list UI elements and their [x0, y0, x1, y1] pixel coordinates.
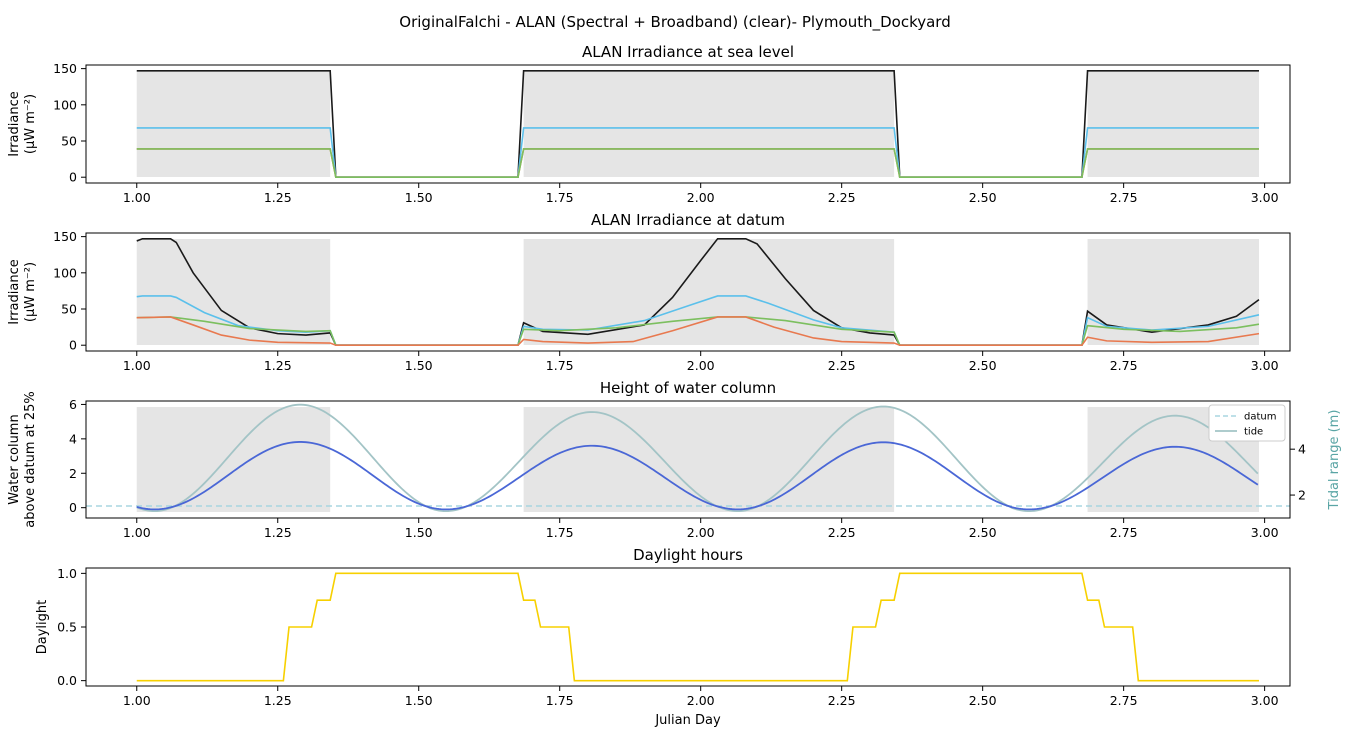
- x-tick-label: 2.50: [969, 525, 997, 540]
- x-tick-label: 2.00: [687, 358, 715, 373]
- tide-line: [136, 403, 1259, 513]
- x-tick-label: 1.50: [405, 358, 433, 373]
- right-y-tick-label: 4: [1298, 442, 1306, 457]
- shade-region: [136, 407, 331, 512]
- shade-region: [523, 407, 895, 512]
- x-tick-label: 2.25: [828, 693, 856, 708]
- panel-title: ALAN Irradiance at datum: [591, 211, 785, 229]
- x-tick-label: 1.50: [405, 693, 433, 708]
- x-tick-label: 2.75: [1110, 525, 1138, 540]
- legend-label-tide: tide: [1244, 427, 1263, 438]
- x-tick-label: 1.00: [123, 525, 151, 540]
- shade-region: [1087, 71, 1259, 177]
- y-tick-label: 2: [69, 466, 77, 481]
- series-line-blue: [136, 127, 1259, 179]
- y-tick-label: 1.0: [57, 566, 77, 581]
- y-tick-label: 4: [69, 431, 77, 446]
- x-tick-label: 1.00: [123, 693, 151, 708]
- x-tick-label: 3.00: [1251, 525, 1279, 540]
- x-tick-label: 1.50: [405, 525, 433, 540]
- shade-region: [523, 71, 895, 177]
- x-tick-label: 1.75: [546, 190, 574, 205]
- x-tick-label: 2.25: [828, 358, 856, 373]
- x-axis-label: Julian Day: [654, 713, 721, 728]
- x-tick-label: 2.75: [1110, 693, 1138, 708]
- y-tick-label: 0.5: [57, 620, 77, 635]
- y-axis-label-line1: Irradiance: [7, 259, 22, 324]
- x-tick-label: 2.75: [1110, 190, 1138, 205]
- panel-4: Daylight hours 1.00 1.25 1.50 1.75 2.00 2.25 2.…: [35, 546, 1291, 728]
- x-tick-label: 1.25: [264, 190, 292, 205]
- x-tick-label: 2.75: [1110, 358, 1138, 373]
- series-line-green: [136, 148, 1259, 179]
- y-axis-label-line2: above datum at 25%: [23, 391, 38, 527]
- x-tick-label: 2.00: [687, 693, 715, 708]
- panel-title: ALAN Irradiance at sea level: [582, 43, 794, 61]
- y-tick-label: 0: [69, 338, 77, 353]
- panel-title: Daylight hours: [633, 546, 743, 564]
- x-tick-label: 3.00: [1251, 358, 1279, 373]
- water-column-line: [136, 441, 1259, 511]
- series-line-orange: [136, 316, 1260, 347]
- series-line-green: [136, 316, 1260, 347]
- right-y-axis-label: Tidal range (m): [1327, 410, 1342, 511]
- shade-region: [136, 239, 331, 345]
- y-tick-label: 6: [69, 397, 77, 412]
- legend-box: [1208, 404, 1286, 442]
- x-tick-label: 1.50: [405, 190, 433, 205]
- y-tick-label: 0: [69, 170, 77, 185]
- x-tick-label: 2.50: [969, 358, 997, 373]
- x-tick-label: 2.50: [969, 693, 997, 708]
- y-axis-label: Daylight: [35, 600, 50, 654]
- x-tick-label: 1.00: [123, 358, 151, 373]
- x-tick-label: 1.25: [264, 693, 292, 708]
- panel-1: ALAN Irradiance at sea level 1.00 1.25 1.50…: [7, 43, 1291, 205]
- x-tick-label: 2.25: [828, 190, 856, 205]
- y-tick-label: 150: [53, 229, 77, 244]
- x-tick-label: 1.25: [264, 358, 292, 373]
- axes-frame: [85, 400, 1291, 519]
- x-tick-label: 1.75: [546, 693, 574, 708]
- x-tick-label: 2.25: [828, 525, 856, 540]
- shade-region: [136, 71, 331, 177]
- y-tick-label: 0: [69, 500, 77, 515]
- y-tick-label: 150: [53, 61, 77, 76]
- y-axis-label-line1: Irradiance: [7, 91, 22, 156]
- y-axis-label-line1: Water column: [7, 414, 22, 504]
- figure-title: OriginalFalchi - ALAN (Spectral + Broadb…: [399, 13, 950, 32]
- y-tick-label: 0.0: [57, 673, 77, 688]
- y-tick-label: 50: [61, 302, 77, 317]
- y-axis-label-line2: (μW m⁻²): [23, 94, 38, 154]
- panel-title: Height of water column: [600, 379, 776, 397]
- x-tick-label: 1.00: [123, 190, 151, 205]
- x-tick-label: 1.75: [546, 358, 574, 373]
- series-line-daylight: [136, 572, 1259, 682]
- x-tick-label: 2.50: [969, 190, 997, 205]
- y-axis-label-line2: (μW m⁻²): [23, 262, 38, 322]
- y-tick-label: 50: [61, 134, 77, 149]
- axes-frame: [85, 232, 1291, 352]
- panel-3: 2 4 Tidal range (m) datum tide Height of wate…: [7, 379, 1342, 540]
- axes-frame: [85, 64, 1291, 184]
- y-tick-label: 100: [53, 265, 77, 280]
- legend-label-datum: datum: [1244, 412, 1276, 423]
- x-tick-label: 3.00: [1251, 693, 1279, 708]
- y-tick-label: 100: [53, 97, 77, 112]
- x-tick-label: 1.25: [264, 525, 292, 540]
- panel-2: ALAN Irradiance at datum 1.00 1.25 1.50 1.75…: [7, 211, 1291, 373]
- x-tick-label: 2.00: [687, 190, 715, 205]
- x-tick-label: 1.75: [546, 525, 574, 540]
- right-y-tick-label: 2: [1298, 488, 1306, 503]
- series-line-black: [136, 69, 1259, 179]
- x-tick-label: 3.00: [1251, 190, 1279, 205]
- x-tick-label: 2.00: [687, 525, 715, 540]
